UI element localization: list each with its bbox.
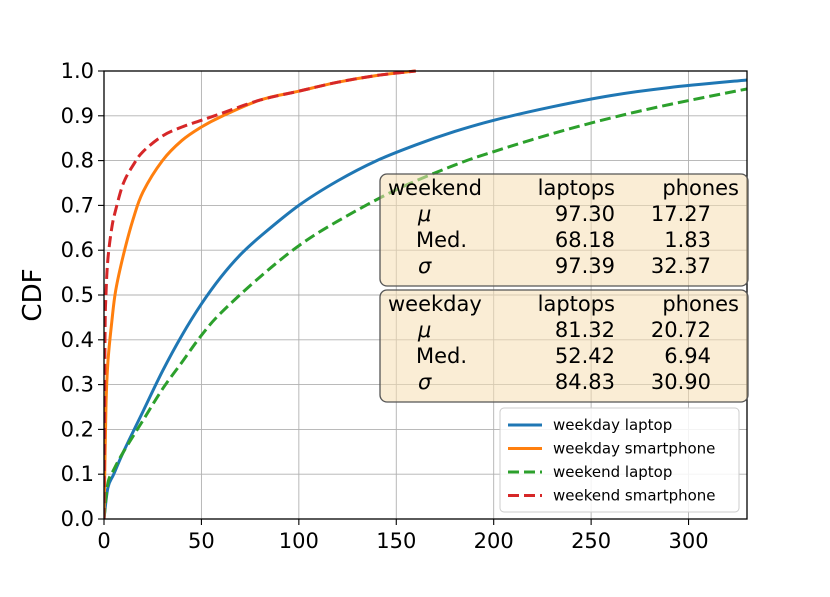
legend-label-weekend-laptop: weekend laptop: [553, 463, 672, 481]
x-tick-label: 0: [97, 529, 110, 553]
y-tick-label: 0.3: [61, 373, 94, 397]
stat-row-label: Med.: [416, 228, 467, 252]
x-tick-label: 250: [571, 529, 611, 553]
y-tick-label: 0.9: [61, 104, 94, 128]
legend-frame: [499, 407, 740, 513]
stat-value-laptops: 84.83: [555, 370, 615, 394]
y-tick-label: 0.7: [61, 193, 94, 217]
stat-row-label: μ: [417, 202, 431, 226]
axis-ticks: 0 50 100 150 200 250 300 0.0 0.1 0.2 0.3 0.4 0.5 0.6 0…: [61, 59, 709, 553]
stat-box-title: weekend: [388, 176, 482, 200]
y-tick-label: 0.0: [61, 507, 94, 531]
legend: weekday laptop weekday smartphone weekend …: [499, 407, 740, 513]
series-line-weekend-smartphone: [104, 69, 416, 519]
stat-value-laptops: 97.30: [555, 202, 615, 226]
stat-value-phones: 20.72: [651, 318, 711, 342]
stat-value-laptops: 68.18: [555, 228, 615, 252]
y-tick-label: 0.5: [61, 283, 94, 307]
x-tick-label: 50: [188, 529, 215, 553]
x-tick-label: 100: [279, 529, 319, 553]
stat-value-laptops: 52.42: [555, 344, 615, 368]
stat-box-title: weekday: [388, 292, 482, 316]
stat-row-label: μ: [417, 318, 431, 342]
stat-box-weekday: weekday laptops phones μ 81.32 20.72 Med. 52.42…: [379, 289, 749, 403]
legend-label-weekend-smartphone: weekend smartphone: [553, 487, 716, 505]
y-tick-label: 0.2: [61, 417, 94, 441]
stat-box-weekend: weekend laptops phones μ 97.30 17.27 Med. 68.18…: [379, 173, 749, 287]
series-line-weekend-laptop: [104, 87, 747, 519]
stat-value-phones: 32.37: [651, 254, 711, 278]
stat-col-header-phones: phones: [662, 292, 739, 316]
stat-value-laptops: 81.32: [555, 318, 615, 342]
y-tick-label: 0.8: [61, 149, 94, 173]
stat-row-label: σ: [418, 370, 432, 394]
stat-value-phones: 30.90: [651, 370, 711, 394]
stat-value-laptops: 97.39: [555, 254, 615, 278]
y-tick-label: 0.4: [61, 328, 94, 352]
stat-row-label: Med.: [416, 344, 467, 368]
x-tick-label: 300: [668, 529, 708, 553]
y-tick-label: 1.0: [61, 59, 94, 83]
series-lines: [104, 69, 747, 519]
x-tick-label: 150: [376, 529, 416, 553]
stat-col-header-laptops: laptops: [538, 292, 615, 316]
stat-value-phones: 1.83: [664, 228, 711, 252]
stat-box-frame: [379, 173, 749, 287]
stat-boxes: weekend laptops phones μ 97.30 17.27 Med. 68.18…: [379, 173, 749, 403]
stat-row-label: σ: [418, 254, 432, 278]
stat-col-header-laptops: laptops: [538, 176, 615, 200]
stat-value-phones: 6.94: [664, 344, 711, 368]
legend-label-weekday-laptop: weekday laptop: [553, 416, 672, 434]
y-tick-label: 0.6: [61, 238, 94, 262]
x-tick-label: 200: [474, 529, 514, 553]
y-axis-title: CDF: [18, 268, 48, 321]
stat-col-header-phones: phones: [662, 176, 739, 200]
y-tick-label: 0.1: [61, 462, 94, 486]
stat-value-phones: 17.27: [651, 202, 711, 226]
legend-label-weekday-smartphone: weekday smartphone: [553, 440, 715, 458]
stat-box-frame: [379, 289, 749, 403]
